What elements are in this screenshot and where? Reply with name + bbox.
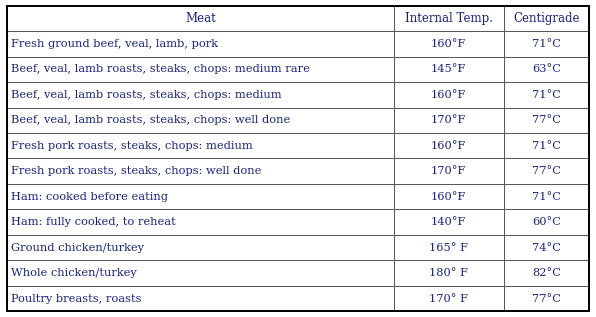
Text: Whole chicken/turkey: Whole chicken/turkey [11,268,136,278]
Bar [394,6,504,31]
Text: 170° F: 170° F [429,294,468,304]
Text: 170°F: 170°F [431,166,467,176]
Text: 180° F: 180° F [429,268,468,278]
Bar [394,210,504,235]
Text: 71°C: 71°C [532,192,561,202]
Bar [504,107,589,133]
Bar [504,235,589,260]
Bar [394,260,504,286]
Bar [7,57,394,82]
Bar [504,260,589,286]
Text: 71°C: 71°C [532,90,561,100]
Text: 160°F: 160°F [431,141,467,151]
Bar [7,82,394,107]
Text: 77°C: 77°C [532,294,561,304]
Text: 160°F: 160°F [431,192,467,202]
Bar [394,286,504,311]
Text: Fresh pork roasts, steaks, chops: well done: Fresh pork roasts, steaks, chops: well d… [11,166,261,176]
Text: Fresh ground beef, veal, lamb, pork: Fresh ground beef, veal, lamb, pork [11,39,218,49]
Bar [7,107,394,133]
Bar [394,31,504,57]
Bar [504,31,589,57]
Bar [394,107,504,133]
Text: Ham: fully cooked, to reheat: Ham: fully cooked, to reheat [11,217,175,227]
Bar [7,235,394,260]
Text: 145°F: 145°F [431,64,467,74]
Bar [394,82,504,107]
Text: Meat: Meat [185,12,216,25]
Bar [504,210,589,235]
Text: 74°C: 74°C [532,243,561,253]
Text: 170°F: 170°F [431,115,467,125]
Bar [394,235,504,260]
Bar [394,184,504,210]
Bar [504,6,589,31]
Bar [394,57,504,82]
Text: 160°F: 160°F [431,39,467,49]
Text: Poultry breasts, roasts: Poultry breasts, roasts [11,294,141,304]
Text: 160°F: 160°F [431,90,467,100]
Text: 71°C: 71°C [532,141,561,151]
Bar [504,133,589,158]
Text: Internal Temp.: Internal Temp. [405,12,493,25]
Bar [504,57,589,82]
Bar [7,184,394,210]
Bar [7,210,394,235]
Text: Beef, veal, lamb roasts, steaks, chops: well done: Beef, veal, lamb roasts, steaks, chops: … [11,115,290,125]
Text: Fresh pork roasts, steaks, chops: medium: Fresh pork roasts, steaks, chops: medium [11,141,253,151]
Bar [394,158,504,184]
Text: Ham: cooked before eating: Ham: cooked before eating [11,192,167,202]
Text: Beef, veal, lamb roasts, steaks, chops: medium: Beef, veal, lamb roasts, steaks, chops: … [11,90,281,100]
Text: Ground chicken/turkey: Ground chicken/turkey [11,243,144,253]
Text: 77°C: 77°C [532,166,561,176]
Bar [394,133,504,158]
Text: 140°F: 140°F [431,217,467,227]
Bar [504,158,589,184]
Text: 77°C: 77°C [532,115,561,125]
Bar [7,158,394,184]
Text: Centigrade: Centigrade [513,12,580,25]
Bar [7,133,394,158]
Bar [7,31,394,57]
Bar [7,286,394,311]
Bar [7,6,394,31]
Text: 60°C: 60°C [532,217,561,227]
Bar [504,286,589,311]
Bar [504,82,589,107]
Text: 63°C: 63°C [532,64,561,74]
Text: 82°C: 82°C [532,268,561,278]
Text: 165° F: 165° F [429,243,468,253]
Text: Beef, veal, lamb roasts, steaks, chops: medium rare: Beef, veal, lamb roasts, steaks, chops: … [11,64,309,74]
Bar [504,184,589,210]
Bar [7,260,394,286]
Text: 71°C: 71°C [532,39,561,49]
